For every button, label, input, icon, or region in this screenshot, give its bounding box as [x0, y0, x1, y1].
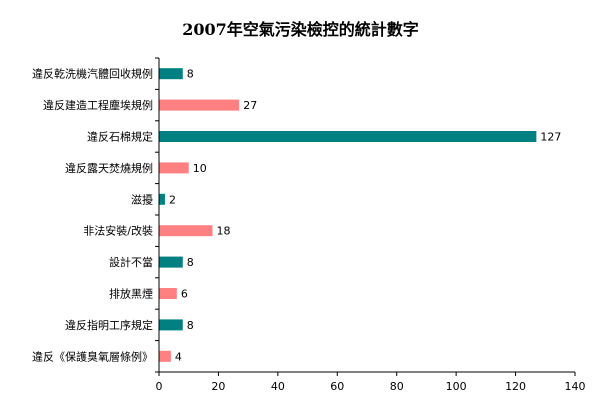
bar	[159, 162, 189, 174]
x-tick-label: 80	[390, 380, 404, 393]
data-label: 4	[175, 350, 182, 363]
x-tick-label: 40	[271, 380, 285, 393]
bar	[159, 319, 183, 331]
bar	[159, 350, 171, 362]
data-label: 8	[187, 256, 194, 269]
axis-layer: 違反乾洗機汽體回收規例 8 違反建造工程塵埃規例 27 違反石棉規定 127 違反露天焚燒規…	[32, 57, 586, 393]
x-tick-label: 60	[330, 380, 344, 393]
x-tick-label: 20	[211, 380, 225, 393]
bar	[159, 99, 240, 111]
x-tick-label: 100	[446, 380, 467, 393]
bars-layer	[159, 68, 537, 362]
category-label: 非法安裝/改裝	[83, 224, 153, 238]
bar	[159, 225, 213, 237]
data-label: 6	[181, 288, 188, 301]
category-label: 違反建造工程塵埃規例	[43, 98, 153, 112]
bar	[159, 193, 165, 205]
x-tick-label: 140	[565, 380, 586, 393]
data-label: 2	[169, 193, 176, 206]
category-label: 違反露天焚燒規例	[65, 161, 153, 175]
bar	[159, 256, 183, 268]
data-label: 8	[187, 319, 194, 332]
x-tick-label: 120	[505, 380, 526, 393]
bar	[159, 288, 177, 299]
category-label: 違反乾洗機汽體回收規例	[32, 67, 153, 81]
data-label: 8	[187, 68, 194, 81]
bar	[159, 68, 183, 80]
x-tick-label: 0	[156, 380, 163, 393]
category-label: 違反石棉規定	[87, 130, 153, 144]
data-label: 10	[193, 162, 207, 175]
data-label: 27	[243, 99, 257, 112]
category-label: 違反《保護臭氧層條例》	[32, 349, 153, 363]
category-label: 設計不當	[109, 255, 153, 269]
chart-title: 2007年空氣污染檢控的統計數字	[182, 20, 419, 39]
category-label: 滋擾	[131, 192, 153, 206]
data-label: 127	[540, 131, 561, 144]
bar	[159, 131, 537, 142]
category-label: 違反指明工序規定	[65, 318, 153, 332]
category-label: 排放黑煙	[109, 287, 153, 301]
data-label: 18	[216, 225, 230, 238]
